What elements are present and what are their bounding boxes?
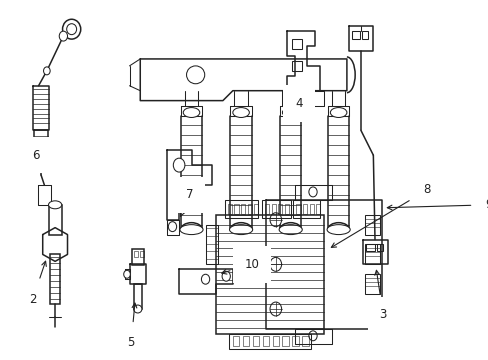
Bar bbox=[285, 204, 288, 214]
Bar bbox=[132, 249, 143, 265]
Ellipse shape bbox=[133, 305, 142, 313]
Bar bbox=[134, 251, 138, 257]
Ellipse shape bbox=[229, 225, 252, 235]
Bar bbox=[278, 204, 282, 214]
Bar bbox=[216, 215, 323, 334]
Circle shape bbox=[222, 271, 230, 281]
Text: 10: 10 bbox=[222, 258, 259, 274]
Bar bbox=[309, 204, 313, 214]
Bar bbox=[293, 200, 319, 218]
Bar bbox=[227, 204, 231, 214]
Bar bbox=[365, 274, 379, 294]
Ellipse shape bbox=[232, 108, 249, 117]
Bar bbox=[365, 243, 374, 251]
Ellipse shape bbox=[186, 66, 204, 84]
Ellipse shape bbox=[330, 108, 346, 117]
Bar bbox=[296, 204, 300, 214]
Text: 2: 2 bbox=[29, 261, 46, 306]
Bar bbox=[140, 251, 143, 257]
Text: 8: 8 bbox=[331, 184, 430, 247]
Circle shape bbox=[308, 331, 317, 341]
Bar bbox=[261, 200, 290, 218]
Text: 6: 6 bbox=[32, 149, 40, 162]
Bar bbox=[254, 204, 258, 214]
Bar bbox=[241, 204, 244, 214]
Circle shape bbox=[173, 158, 184, 172]
Bar bbox=[228, 334, 311, 349]
Circle shape bbox=[168, 222, 176, 231]
Circle shape bbox=[269, 302, 281, 316]
Bar bbox=[242, 336, 249, 346]
Bar bbox=[292, 336, 298, 346]
Bar bbox=[224, 200, 257, 218]
Bar bbox=[264, 204, 269, 214]
Text: 4: 4 bbox=[295, 97, 302, 110]
Bar bbox=[282, 336, 288, 346]
Circle shape bbox=[308, 187, 317, 197]
Ellipse shape bbox=[326, 225, 349, 235]
Circle shape bbox=[269, 257, 281, 271]
Ellipse shape bbox=[48, 201, 61, 209]
Ellipse shape bbox=[183, 108, 200, 117]
Bar bbox=[316, 204, 320, 214]
Bar bbox=[206, 225, 218, 264]
Bar bbox=[133, 284, 142, 309]
Text: 7: 7 bbox=[180, 188, 193, 216]
Bar bbox=[232, 336, 239, 346]
Bar bbox=[376, 243, 383, 251]
Ellipse shape bbox=[66, 24, 77, 35]
Ellipse shape bbox=[180, 225, 203, 235]
Bar bbox=[361, 31, 367, 39]
Bar bbox=[262, 336, 269, 346]
Bar bbox=[48, 205, 61, 235]
Circle shape bbox=[298, 93, 306, 103]
Bar bbox=[292, 39, 302, 49]
Ellipse shape bbox=[279, 225, 302, 235]
Bar bbox=[365, 215, 379, 235]
Ellipse shape bbox=[282, 108, 298, 117]
Bar bbox=[303, 204, 306, 214]
Circle shape bbox=[269, 213, 281, 227]
Text: 5: 5 bbox=[127, 303, 137, 349]
Ellipse shape bbox=[62, 19, 81, 39]
Bar bbox=[247, 204, 251, 214]
Bar bbox=[292, 61, 302, 71]
Bar bbox=[351, 31, 359, 39]
Bar bbox=[234, 204, 238, 214]
Bar bbox=[50, 255, 60, 304]
Circle shape bbox=[201, 274, 209, 284]
Bar bbox=[271, 204, 275, 214]
Text: 3: 3 bbox=[374, 270, 386, 321]
Text: 1: 1 bbox=[0, 359, 1, 360]
Text: 9: 9 bbox=[386, 198, 488, 211]
Bar bbox=[302, 336, 308, 346]
Bar bbox=[272, 336, 279, 346]
Circle shape bbox=[123, 270, 130, 278]
Bar bbox=[365, 244, 379, 264]
Circle shape bbox=[59, 31, 67, 41]
Circle shape bbox=[43, 67, 50, 75]
Bar bbox=[252, 336, 259, 346]
